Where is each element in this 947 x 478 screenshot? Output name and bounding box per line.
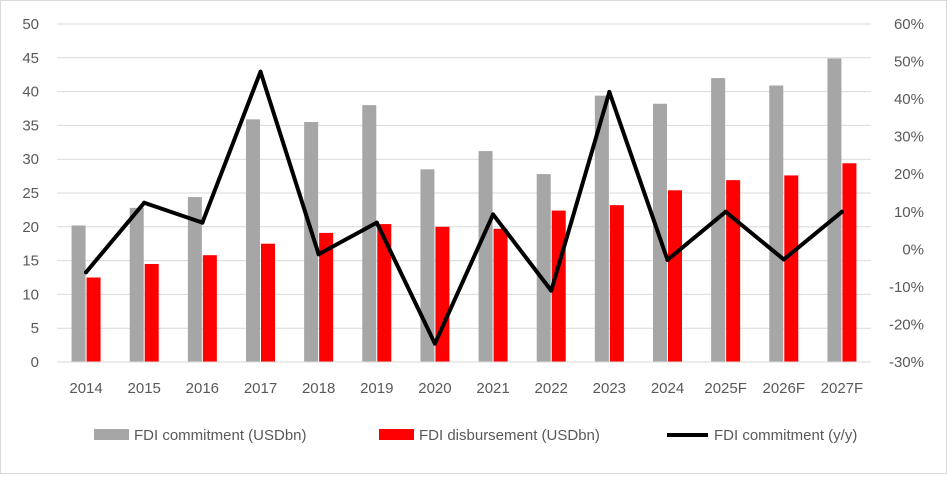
left-tick-label: 40 xyxy=(22,84,39,101)
yoy-polyline xyxy=(84,69,844,346)
disbursement-bar xyxy=(435,226,450,362)
x-tick-label: 2017 xyxy=(244,380,277,397)
legend-label-disbursement: FDI disbursement (USDbn) xyxy=(419,427,600,444)
commitment-bar xyxy=(187,197,202,362)
commitment-bar xyxy=(246,119,260,362)
x-tick-label: 2016 xyxy=(186,380,219,397)
right-tick-label: 30% xyxy=(894,129,924,146)
yoy-point xyxy=(84,270,89,275)
yoy-point xyxy=(432,341,437,346)
left-tick-label: 15 xyxy=(22,253,39,270)
commitment-bar xyxy=(71,225,86,362)
x-tick-label: 2021 xyxy=(476,380,509,397)
right-tick-label: -20% xyxy=(889,316,924,333)
x-tick-label: 2025F xyxy=(704,380,747,397)
legend: FDI commitment (USDbn) FDI disbursement (… xyxy=(94,427,857,444)
yoy-point xyxy=(316,252,321,257)
commitment-bar xyxy=(420,169,435,362)
x-tick-label: 2014 xyxy=(69,380,102,397)
commitment-bar xyxy=(769,85,784,363)
yoy-point xyxy=(839,209,844,214)
x-tick-label: 2019 xyxy=(360,380,393,397)
right-axis-ticks: -30% -20% -10% 0% 10% 20% 30% 40% 50% 60% xyxy=(889,16,924,371)
right-tick-label: 10% xyxy=(894,204,924,221)
commitment-bar xyxy=(362,105,377,363)
commitment-bar xyxy=(536,174,551,362)
disbursement-bar xyxy=(842,163,857,362)
x-tick-label: 2023 xyxy=(593,380,626,397)
right-tick-label: 50% xyxy=(894,54,924,71)
x-tick-label: 2015 xyxy=(128,380,161,397)
disbursement-bar xyxy=(202,255,217,362)
disbursement-bar xyxy=(319,232,334,362)
yoy-point xyxy=(781,257,786,262)
legend-swatch-disbursement xyxy=(379,429,414,440)
yoy-point xyxy=(549,288,554,293)
commitment-bar xyxy=(129,207,144,362)
x-tick-label: 2018 xyxy=(302,380,335,397)
left-tick-label: 5 xyxy=(31,320,39,337)
yoy-point xyxy=(607,89,612,94)
yoy-point xyxy=(665,257,670,262)
right-tick-label: 40% xyxy=(894,91,924,108)
commitment-bar xyxy=(304,122,319,363)
disbursement-bar xyxy=(261,243,275,362)
yoy-point xyxy=(723,209,728,214)
left-tick-label: 20 xyxy=(22,219,39,236)
disbursement-bar xyxy=(144,263,159,362)
right-tick-label: -30% xyxy=(889,354,924,371)
right-tick-label: 60% xyxy=(894,16,924,33)
left-tick-label: 10 xyxy=(22,286,39,303)
left-tick-label: 25 xyxy=(22,185,39,202)
left-tick-label: 35 xyxy=(22,117,39,134)
left-tick-label: 50 xyxy=(22,16,39,33)
disbursement-bar xyxy=(493,228,508,362)
bars xyxy=(71,58,857,363)
left-tick-label: 45 xyxy=(22,50,39,67)
legend-label-commitment: FDI commitment (USDbn) xyxy=(134,427,307,444)
legend-swatch-commitment xyxy=(94,429,129,440)
left-tick-label: 0 xyxy=(31,354,39,371)
yoy-point xyxy=(374,220,379,225)
disbursement-bar xyxy=(784,175,799,362)
x-tick-label: 2024 xyxy=(651,380,684,397)
x-axis-ticks: 2014 2015 2016 2017 2018 2019 2020 2021 2022 2023… xyxy=(69,380,863,397)
right-tick-label: 0% xyxy=(902,241,924,258)
legend-label-yoy: FDI commitment (y/y) xyxy=(714,427,857,444)
disbursement-bar xyxy=(86,277,101,362)
disbursement-bar xyxy=(668,190,682,362)
disbursement-bar xyxy=(377,224,392,362)
disbursement-bar xyxy=(609,205,624,362)
commitment-bar xyxy=(594,95,609,362)
left-axis-ticks: 0 5 10 15 20 25 30 35 40 45 50 xyxy=(22,16,39,371)
right-tick-label: -10% xyxy=(889,279,924,296)
commitment-bar xyxy=(827,58,842,362)
yoy-line xyxy=(84,69,844,346)
yoy-point xyxy=(491,212,496,217)
x-tick-label: 2027F xyxy=(821,380,864,397)
commitment-bar xyxy=(478,151,493,362)
x-tick-label: 2020 xyxy=(418,380,451,397)
x-tick-label: 2022 xyxy=(535,380,568,397)
yoy-point xyxy=(200,220,205,225)
left-tick-label: 30 xyxy=(22,151,39,168)
yoy-point xyxy=(142,200,147,205)
yoy-point xyxy=(258,69,263,74)
right-tick-label: 20% xyxy=(894,166,924,183)
disbursement-bar xyxy=(726,180,741,362)
x-tick-label: 2026F xyxy=(763,380,806,397)
